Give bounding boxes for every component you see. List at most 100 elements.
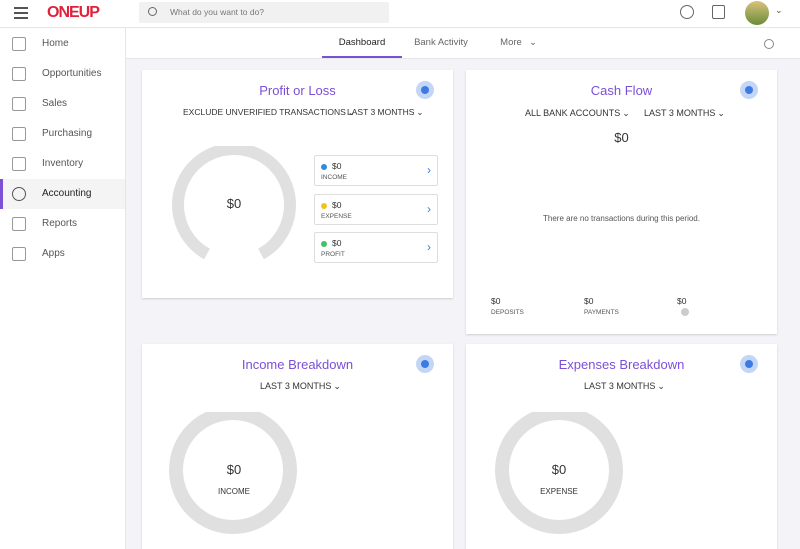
amount: $0 <box>551 462 567 477</box>
donut-ring <box>495 412 623 534</box>
income-breakdown-card: Income Breakdown LAST 3 MONTHS ⌄ $0 INCOM… <box>142 344 453 549</box>
gauge <box>172 146 296 260</box>
nav-label: Opportunities <box>42 68 102 79</box>
avatar-chevron[interactable]: ⌄ <box>775 5 783 15</box>
profit-or-loss-card: Profit or Loss EXCLUDE UNVERIFIED TRANSA… <box>142 70 453 298</box>
donut <box>169 412 297 534</box>
nav-icon <box>12 157 26 171</box>
filter-chevron: ⌄ <box>657 381 665 391</box>
logo[interactable]: ONEUP <box>47 4 100 21</box>
chevron: › <box>427 202 431 216</box>
filter[interactable]: ALL BANK ACCOUNTS ⌄ <box>525 108 630 119</box>
total: $0 <box>226 196 242 211</box>
filter-chevron: ⌄ <box>347 107 355 117</box>
expenses-breakdown-card: Expenses Breakdown LAST 3 MONTHS ⌄ $0 EXP… <box>466 344 777 549</box>
amount: $0 <box>332 200 342 210</box>
filter-chevron: ⌄ <box>622 108 630 118</box>
nav-item[interactable]: Opportunities <box>0 59 125 89</box>
legend-profit[interactable]: $0 PROFIT › <box>314 232 438 263</box>
nav-label: Reports <box>42 218 78 229</box>
donut <box>495 412 623 534</box>
settings-gear[interactable] <box>764 39 774 49</box>
filter-label: LAST 3 MONTHS <box>644 108 716 118</box>
filter-chevron: ⌄ <box>333 381 341 391</box>
filter-label: LAST 3 MONTHS <box>584 381 656 391</box>
swatch <box>321 203 327 209</box>
nav-item[interactable]: Inventory <box>0 149 125 179</box>
nav-item[interactable]: Purchasing <box>0 119 125 149</box>
nav-icon <box>12 187 26 201</box>
label: EXPENSE <box>321 213 352 220</box>
nav-icon <box>12 67 26 81</box>
card-title: Expenses Breakdown <box>558 357 685 372</box>
tab-active[interactable]: Dashboard <box>322 28 402 58</box>
nav-icon <box>12 37 26 51</box>
nav-icon <box>12 217 26 231</box>
nav-item[interactable]: Apps <box>0 239 125 269</box>
nav-label: Accounting <box>42 188 92 199</box>
filter[interactable]: LAST 3 MONTHS ⌄ <box>260 381 341 392</box>
footer-label: DEPOSITS <box>491 309 524 316</box>
filter-label: LAST 3 MONTHS <box>260 381 332 391</box>
filter[interactable]: EXCLUDE UNVERIFIED TRANSACTIONS ⌄ <box>183 107 355 118</box>
help-icon[interactable] <box>680 5 694 19</box>
gauge-arc <box>172 146 296 260</box>
nav-item-active[interactable]: Accounting <box>0 179 125 209</box>
search-placeholder: What do you want to do? <box>170 7 265 17</box>
search-box[interactable]: What do you want to do? <box>139 2 389 23</box>
nav-label: Sales <box>42 98 68 109</box>
swatch <box>321 241 327 247</box>
amount: $0 <box>226 462 242 477</box>
card-toggle[interactable] <box>740 81 758 99</box>
cash-flow-card: Cash Flow ALL BANK ACCOUNTS ⌄ LAST 3 MONT… <box>466 70 777 334</box>
amount: $0 <box>332 238 342 248</box>
chevron: › <box>427 240 431 254</box>
help-icon[interactable] <box>681 308 689 316</box>
total: $0 <box>614 130 629 145</box>
card-title: Profit or Loss <box>259 83 336 98</box>
tab[interactable]: More <box>500 37 522 48</box>
footer-amount: $0 <box>584 296 594 306</box>
label: EXPENSE <box>540 487 578 496</box>
label: INCOME <box>218 487 250 496</box>
card-title: Income Breakdown <box>241 357 354 372</box>
settings-icon[interactable] <box>712 5 725 19</box>
card-toggle[interactable] <box>740 355 758 373</box>
nav-item[interactable]: Sales <box>0 89 125 119</box>
filter-chevron: ⌄ <box>416 107 424 117</box>
chevron: › <box>427 163 431 177</box>
sidebar: Home Opportunities Sales Purchasing Inve… <box>0 28 126 549</box>
empty-message: There are no transactions during this pe… <box>543 214 700 223</box>
filter-chevron: ⌄ <box>717 108 725 118</box>
legend-income[interactable]: $0 INCOME › <box>314 155 438 186</box>
nav-label: Home <box>42 38 69 49</box>
filter[interactable]: LAST 3 MONTHS ⌄ <box>347 107 424 118</box>
amount: $0 <box>332 161 342 171</box>
nav-label: Inventory <box>42 158 84 169</box>
top-bar: ONEUP What do you want to do? ⌄ <box>0 0 800 28</box>
nav-icon <box>12 127 26 141</box>
nav-label: Purchasing <box>42 128 93 139</box>
nav-icon <box>12 247 26 261</box>
nav-item[interactable]: Reports <box>0 209 125 239</box>
label: INCOME <box>321 174 347 181</box>
filter[interactable]: LAST 3 MONTHS ⌄ <box>644 108 725 119</box>
menu-button[interactable] <box>14 7 28 9</box>
donut-ring <box>169 412 297 534</box>
avatar[interactable] <box>745 1 769 25</box>
legend-expense[interactable]: $0 EXPENSE › <box>314 194 438 225</box>
filter-label: EXCLUDE UNVERIFIED TRANSACTIONS <box>183 107 346 117</box>
nav-item[interactable]: Home <box>0 29 125 59</box>
card-toggle[interactable] <box>416 355 434 373</box>
swatch <box>321 164 327 170</box>
filter[interactable]: LAST 3 MONTHS ⌄ <box>584 381 665 392</box>
footer-amount: $0 <box>491 296 501 306</box>
nav-icon <box>12 97 26 111</box>
card-toggle[interactable] <box>416 81 434 99</box>
card-title: Cash Flow <box>590 83 653 98</box>
tab-bar: Dashboard Bank Activity More ⌄ <box>126 28 800 59</box>
filter-label: LAST 3 MONTHS <box>347 107 415 117</box>
tab[interactable]: Bank Activity <box>414 37 468 48</box>
footer-label: PAYMENTS <box>584 309 619 316</box>
